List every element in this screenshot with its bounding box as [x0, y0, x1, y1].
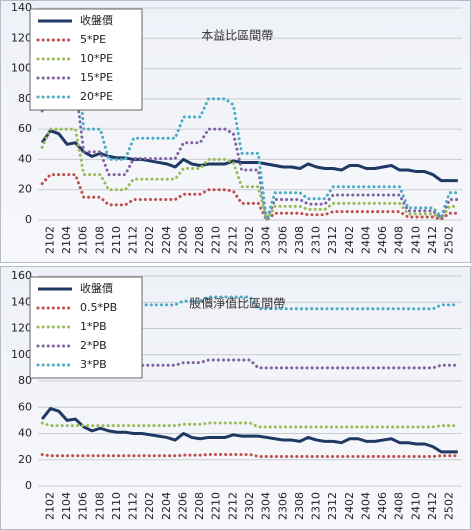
series-line [40, 129, 458, 183]
x-tick-label: 2304 [260, 492, 273, 520]
y-tick-label: 120 [11, 322, 32, 335]
x-tick-label: 2102 [43, 492, 56, 520]
x-tick-label: 2208 [193, 492, 206, 520]
legend-label: 5*PE [80, 33, 106, 46]
y-tick-label: 140 [11, 1, 32, 14]
y-tick-label: 40 [18, 152, 32, 165]
x-tick-label: 2210 [210, 492, 223, 520]
series-line [40, 173, 460, 222]
series-line [40, 421, 460, 429]
x-tick-label: 2502 [443, 492, 456, 520]
x-tick-label: 2302 [243, 492, 256, 520]
x-tick-label: 2408 [393, 226, 406, 254]
x-tick-label: 2108 [93, 492, 106, 520]
x-tick-label: 2408 [393, 492, 406, 520]
x-tick-label: 2204 [160, 492, 173, 520]
x-tick-label: 2110 [110, 492, 123, 520]
chart-title: 本益比區間帶 [201, 29, 273, 43]
y-tick-label: 60 [18, 400, 32, 413]
y-tick-label: 20 [18, 183, 32, 196]
y-tick-label: 60 [18, 122, 32, 135]
x-tick-label: 2112 [127, 492, 140, 520]
legend: 收盤價 5*PE 10*PE 15*PE 20*PE [29, 8, 143, 111]
x-tick-label: 2406 [376, 226, 389, 254]
x-tick-label: 2204 [160, 226, 173, 254]
x-tick-label: 2406 [376, 492, 389, 520]
x-tick-label: 2410 [409, 226, 422, 254]
x-tick-label: 2202 [143, 492, 156, 520]
legend-label: 2*PB [80, 339, 107, 352]
y-tick-label: 80 [18, 374, 32, 387]
x-tick-label: 2310 [310, 226, 323, 254]
y-tick-label: 40 [18, 427, 32, 440]
legend-label: 收盤價 [80, 13, 113, 27]
legend: 收盤價 0.5*PB 1*PB 2*PB 3*PB [29, 276, 143, 379]
x-tick-label: 2106 [77, 226, 90, 254]
y-tick-label: 0 [25, 479, 32, 492]
legend-label: 0.5*PB [80, 301, 117, 314]
series-line [40, 453, 460, 458]
x-tick-label: 2404 [359, 492, 372, 520]
x-tick-label: 2112 [127, 226, 140, 254]
x-tick-label: 2206 [176, 492, 189, 520]
x-tick-label: 2212 [226, 492, 239, 520]
y-tick-label: 80 [18, 92, 32, 105]
x-tick-label: 2402 [343, 226, 356, 254]
x-tick-label: 2206 [176, 226, 189, 254]
x-tick-label: 2302 [243, 226, 256, 254]
x-tick-label: 2410 [409, 492, 422, 520]
y-tick-label: 120 [11, 31, 32, 44]
y-tick-label: 140 [11, 295, 32, 308]
series-line [40, 36, 460, 222]
y-tick-label: 100 [11, 348, 32, 361]
x-tick-label: 2402 [343, 492, 356, 520]
x-tick-label: 2310 [310, 492, 323, 520]
x-tick-label: 2412 [426, 492, 439, 520]
legend-label: 收盤價 [80, 281, 113, 295]
x-tick-label: 2210 [210, 226, 223, 254]
legend-label: 3*PB [80, 358, 107, 371]
x-tick-label: 2308 [293, 226, 306, 254]
legend-label: 10*PE [80, 52, 113, 65]
x-tick-label: 2312 [326, 226, 339, 254]
series-line [40, 407, 458, 454]
x-tick-label: 2104 [60, 226, 73, 254]
x-tick-label: 2208 [193, 226, 206, 254]
x-tick-label: 2108 [93, 226, 106, 254]
x-tick-label: 2102 [43, 226, 56, 254]
legend-box [29, 276, 143, 379]
x-tick-label: 2412 [426, 226, 439, 254]
legend-label: 1*PB [80, 320, 107, 333]
y-tick-label: 160 [11, 269, 32, 282]
x-tick-label: 2306 [276, 226, 289, 254]
x-tick-label: 2104 [60, 492, 73, 520]
x-tick-label: 2212 [226, 226, 239, 254]
chart-title: 股價淨值比區間帶 [189, 296, 285, 311]
x-tick-label: 2502 [443, 226, 456, 254]
x-tick-label: 2404 [359, 226, 372, 254]
series-line [40, 127, 460, 222]
y-tick-label: 0 [25, 213, 32, 226]
x-tick-label: 2202 [143, 226, 156, 254]
x-tick-label: 2308 [293, 492, 306, 520]
legend-label: 20*PE [80, 90, 113, 103]
series-line [40, 82, 460, 222]
y-tick-label: 20 [18, 453, 32, 466]
x-tick-label: 2110 [110, 226, 123, 254]
x-tick-label: 2304 [260, 226, 273, 254]
legend-label: 15*PE [80, 71, 113, 84]
x-tick-label: 2312 [326, 492, 339, 520]
x-tick-label: 2306 [276, 492, 289, 520]
x-tick-label: 2106 [77, 492, 90, 520]
y-tick-label: 100 [11, 62, 32, 75]
